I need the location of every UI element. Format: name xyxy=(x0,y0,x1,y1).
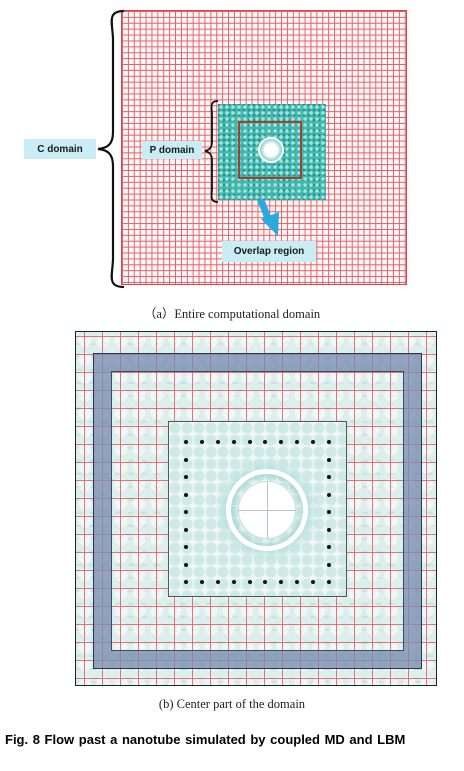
sample-point xyxy=(184,510,188,514)
nanotube-wall xyxy=(226,469,308,551)
sample-point xyxy=(184,562,188,567)
sample-point xyxy=(279,440,284,444)
sample-point xyxy=(327,562,331,567)
sample-point xyxy=(184,492,188,497)
sample-point xyxy=(184,475,188,479)
sample-point xyxy=(215,440,220,444)
figure-caption: Fig. 8 Flow past a nanotube simulated by… xyxy=(5,732,406,747)
center-domain-panel xyxy=(75,331,437,686)
sample-point xyxy=(295,580,300,584)
sample-point xyxy=(263,580,268,584)
subfigure-caption-b: (b) Center part of the domain xyxy=(158,697,306,711)
overlap-region-label: Overlap region xyxy=(222,241,316,262)
sample-point xyxy=(247,440,252,444)
nanotube-crosshair-vertical xyxy=(267,481,268,539)
sample-point xyxy=(184,527,188,532)
sample-point xyxy=(327,527,331,532)
overlap-arrow-head xyxy=(261,212,279,236)
sample-point xyxy=(311,580,316,584)
sample-point xyxy=(327,475,331,479)
sample-point xyxy=(327,510,331,514)
subfigure-caption-a: （a）Entire computational domain xyxy=(143,307,321,321)
sample-point xyxy=(311,440,316,444)
sample-point xyxy=(279,580,284,584)
c-domain-brace xyxy=(97,9,125,289)
sample-point xyxy=(184,440,188,444)
nanotube xyxy=(258,137,284,163)
sample-point xyxy=(327,492,331,497)
sample-point xyxy=(184,545,188,549)
overlap-region-outline xyxy=(238,121,302,179)
sample-point xyxy=(263,440,268,444)
sample-point xyxy=(327,440,331,444)
sample-point xyxy=(231,440,236,444)
sample-point xyxy=(184,457,188,462)
sample-point xyxy=(295,440,300,444)
sample-point xyxy=(199,440,204,444)
sample-point xyxy=(327,545,331,549)
sample-point xyxy=(199,580,204,584)
sample-point xyxy=(327,580,331,584)
overlap-band-inner-edge xyxy=(111,371,404,651)
sample-point xyxy=(247,580,252,584)
sampling-points xyxy=(76,332,436,685)
sample-point xyxy=(327,457,331,462)
sample-point xyxy=(184,580,188,584)
p-domain-label: P domain xyxy=(142,141,202,159)
c-domain-label: C domain xyxy=(24,139,96,159)
p-domain-brace xyxy=(204,100,219,203)
overlap-band-outer-edge xyxy=(93,353,422,669)
sample-point xyxy=(231,580,236,584)
sample-point xyxy=(215,580,220,584)
overlap-band xyxy=(93,353,422,669)
